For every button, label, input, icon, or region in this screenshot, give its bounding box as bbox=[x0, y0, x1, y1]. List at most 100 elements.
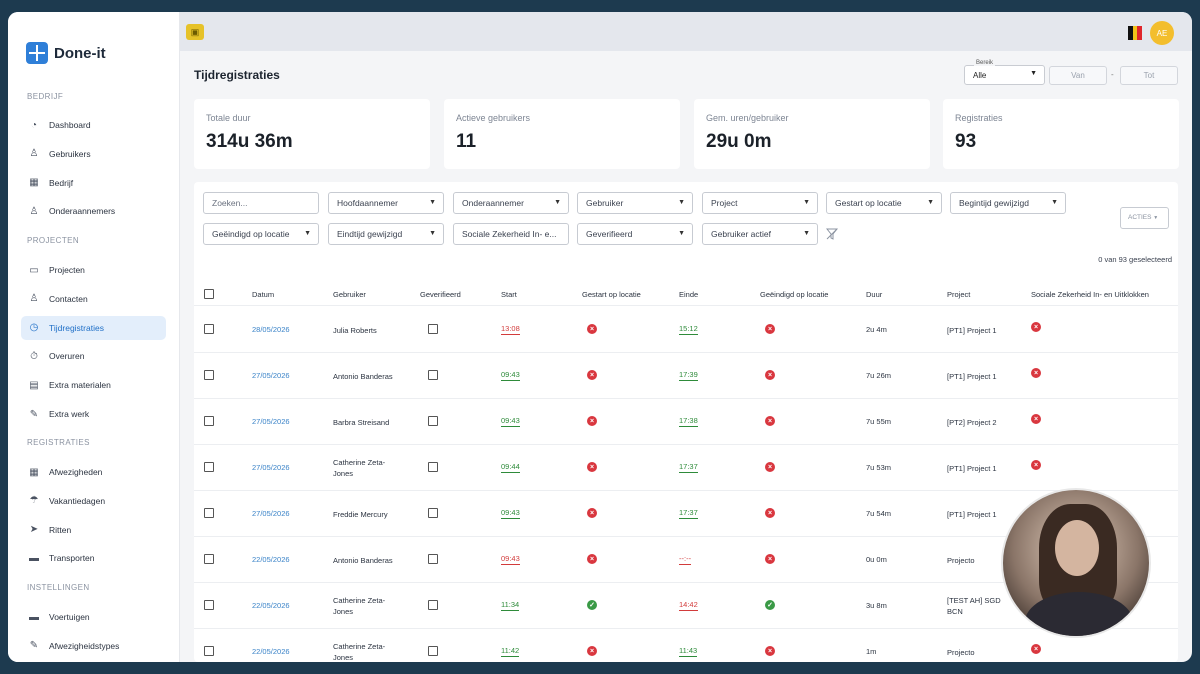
sidebar-item-label: Extra werk bbox=[49, 409, 90, 419]
range-select[interactable]: Alle ▼ bbox=[964, 65, 1045, 85]
verified-checkbox[interactable] bbox=[428, 600, 438, 610]
table-row[interactable]: 22/05/2026 Catherine Zeta- Jones 11:42 × 11:4… bbox=[194, 629, 1178, 662]
verified-checkbox[interactable] bbox=[428, 370, 438, 380]
filter-geverifieerd[interactable]: Geverifieerd ▼ bbox=[577, 223, 693, 245]
sidebar-item-voertuigen[interactable]: ▬ Voertuigen bbox=[21, 605, 166, 629]
verified-checkbox[interactable] bbox=[428, 324, 438, 334]
sidebar-item-bedrijf[interactable]: ▦ Bedrijf bbox=[21, 171, 166, 195]
start-time[interactable]: 11:34 bbox=[501, 600, 520, 611]
filter-gebruiker-actief[interactable]: Gebruiker actief ▼ bbox=[702, 223, 818, 245]
sidebar-item-tijdregistraties[interactable]: ◷ Tijdregistraties bbox=[21, 315, 166, 340]
filter-project[interactable]: Project ▼ bbox=[702, 192, 818, 214]
filter-gestart-op-locatie[interactable]: Gestart op locatie ▼ bbox=[826, 192, 942, 214]
date-link[interactable]: 22/05/2026 bbox=[252, 555, 290, 564]
verified-checkbox[interactable] bbox=[428, 554, 438, 564]
filter-label: Gebruiker bbox=[586, 198, 624, 208]
project-name-line: [PT1] Project 1 bbox=[947, 464, 997, 473]
table-row[interactable]: 27/05/2026 Barbra Streisand 09:43 × 17:38 × 7u… bbox=[194, 399, 1178, 445]
filter-hoofdaannemer[interactable]: Hoofdaannemer ▼ bbox=[328, 192, 444, 214]
project-name-line: Projecto bbox=[947, 648, 975, 657]
start-time[interactable]: 13:08 bbox=[501, 324, 520, 335]
sidebar-item-extra-materialen[interactable]: ▤ Extra materialen bbox=[21, 373, 166, 397]
table-row[interactable]: 27/05/2026 Freddie Mercury 09:43 × 17:37 × 7u … bbox=[194, 491, 1178, 537]
sidebar-item-vakantiedagen[interactable]: ☂ Vakantiedagen bbox=[21, 489, 166, 513]
start-time[interactable]: 09:43 bbox=[501, 508, 520, 519]
toggle-sidebar-button[interactable]: ▣ bbox=[186, 24, 204, 40]
sidebar-item-ritten[interactable]: ➤ Ritten bbox=[21, 518, 166, 542]
row-checkbox[interactable] bbox=[204, 324, 214, 334]
date-from-input[interactable]: Van bbox=[1049, 66, 1107, 85]
date-link[interactable]: 22/05/2026 bbox=[252, 601, 290, 610]
date-link[interactable]: 27/05/2026 bbox=[252, 463, 290, 472]
logo-icon bbox=[26, 42, 48, 64]
user-avatar[interactable]: AE bbox=[1150, 21, 1174, 45]
row-checkbox[interactable] bbox=[204, 462, 214, 472]
row-checkbox[interactable] bbox=[204, 508, 214, 518]
end-time[interactable]: --:-- bbox=[679, 554, 692, 565]
filter-begintijd-gewijzigd[interactable]: Begintijd gewijzigd ▼ bbox=[950, 192, 1066, 214]
filter-onderaannemer[interactable]: Onderaannemer ▼ bbox=[453, 192, 569, 214]
table-row[interactable]: 22/05/2026 Catherine Zeta- Jones 11:34 ✓ 14:4… bbox=[194, 583, 1178, 629]
sidebar-item-gebruikers[interactable]: ♙ Gebruikers bbox=[21, 142, 166, 166]
project-name-line: [TEST AH] SGD bbox=[947, 596, 1001, 605]
user-name-line: Freddie Mercury bbox=[333, 510, 388, 519]
search-input[interactable]: Zoeken... bbox=[203, 192, 319, 214]
sidebar-item-onderaannemers[interactable]: ♙ Onderaannemers bbox=[21, 199, 166, 223]
filter-sociale-zekerheid-in-e-[interactable]: Sociale Zekerheid In- e... bbox=[453, 223, 569, 245]
chevron-down-icon: ▼ bbox=[678, 230, 685, 237]
clear-filters-icon[interactable] bbox=[826, 228, 838, 240]
end-time[interactable]: 17:39 bbox=[679, 370, 698, 381]
start-time[interactable]: 09:43 bbox=[501, 554, 520, 565]
sidebar-item-label: Afwezigheden bbox=[49, 467, 103, 477]
sidebar-item-extra-werk[interactable]: ✎ Extra werk bbox=[21, 402, 166, 426]
start-time[interactable]: 09:44 bbox=[501, 462, 520, 473]
logo[interactable]: Done-it bbox=[26, 42, 106, 64]
language-flag-icon[interactable] bbox=[1128, 26, 1143, 40]
date-link[interactable]: 28/05/2026 bbox=[252, 325, 290, 334]
date-to-input[interactable]: Tot bbox=[1120, 66, 1178, 85]
filter-eindtijd-gewijzigd[interactable]: Eindtijd gewijzigd ▼ bbox=[328, 223, 444, 245]
start-time[interactable]: 11:42 bbox=[501, 646, 520, 657]
user-name: Catherine Zeta- Jones bbox=[333, 641, 385, 662]
end-time[interactable]: 17:37 bbox=[679, 508, 698, 519]
verified-checkbox[interactable] bbox=[428, 462, 438, 472]
row-checkbox[interactable] bbox=[204, 370, 214, 380]
verified-checkbox[interactable] bbox=[428, 646, 438, 656]
end-time[interactable]: 14:42 bbox=[679, 600, 698, 611]
select-all-checkbox[interactable] bbox=[204, 289, 214, 299]
filter-ge-indigd-op-locatie[interactable]: Geëindigd op locatie ▼ bbox=[203, 223, 319, 245]
end-time[interactable]: 11:43 bbox=[679, 646, 698, 657]
date-link[interactable]: 27/05/2026 bbox=[252, 371, 290, 380]
verified-checkbox[interactable] bbox=[428, 416, 438, 426]
sidebar-item-projecten[interactable]: ▭ Projecten bbox=[21, 258, 166, 282]
table-row[interactable]: 27/05/2026 Antonio Banderas 09:43 × 17:39 × 7u… bbox=[194, 353, 1178, 399]
table-row[interactable]: 22/05/2026 Antonio Banderas 09:43 × --:-- × 0u… bbox=[194, 537, 1178, 583]
date-link[interactable]: 27/05/2026 bbox=[252, 417, 290, 426]
start-time[interactable]: 09:43 bbox=[501, 416, 520, 427]
filter-gebruiker[interactable]: Gebruiker ▼ bbox=[577, 192, 693, 214]
end-time[interactable]: 17:38 bbox=[679, 416, 698, 427]
webcam-overlay bbox=[1001, 488, 1151, 638]
row-checkbox[interactable] bbox=[204, 416, 214, 426]
sidebar-item-afwezigheden[interactable]: ▦ Afwezigheden bbox=[21, 460, 166, 484]
sidebar-item-transporten[interactable]: ▬ Transporten bbox=[21, 546, 166, 570]
start-time[interactable]: 09:43 bbox=[501, 370, 520, 381]
sidebar-item-contacten[interactable]: ♙ Contacten bbox=[21, 287, 166, 311]
project-name: [PT1] Project 1 bbox=[947, 463, 997, 474]
table-row[interactable]: 27/05/2026 Catherine Zeta- Jones 09:44 × 17:3… bbox=[194, 445, 1178, 491]
row-checkbox[interactable] bbox=[204, 554, 214, 564]
end-time[interactable]: 17:37 bbox=[679, 462, 698, 473]
row-checkbox[interactable] bbox=[204, 646, 214, 656]
row-checkbox[interactable] bbox=[204, 600, 214, 610]
actions-button[interactable]: ACTIES ▼ bbox=[1120, 207, 1169, 229]
sidebar-item-dashboard[interactable]: ◔ Dashboard bbox=[21, 113, 166, 137]
sidebar-item-overuren[interactable]: ⏱ Overuren bbox=[21, 344, 166, 368]
end-time[interactable]: 15:12 bbox=[679, 324, 698, 335]
sidebar-item-afwezigheidstypes[interactable]: ✎ Afwezigheidstypes bbox=[21, 634, 166, 658]
table-row[interactable]: 28/05/2026 Julia Roberts 13:08 × 15:12 × 2u 4m… bbox=[194, 307, 1178, 353]
date-link[interactable]: 27/05/2026 bbox=[252, 509, 290, 518]
flag-stripe bbox=[1132, 26, 1138, 40]
truck-icon: ▬ bbox=[29, 552, 39, 564]
date-link[interactable]: 22/05/2026 bbox=[252, 647, 290, 656]
verified-checkbox[interactable] bbox=[428, 508, 438, 518]
